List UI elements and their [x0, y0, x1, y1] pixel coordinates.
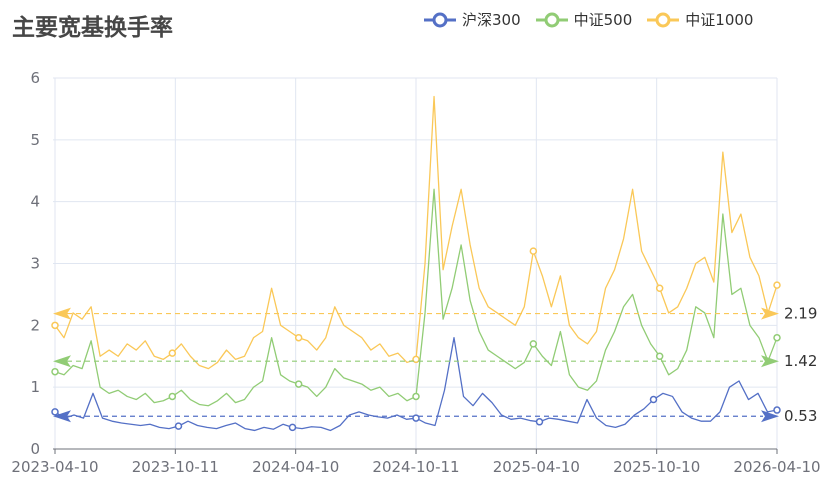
x-tick-label: 2024-10-11 — [372, 458, 459, 476]
legend-label: 中证1000 — [685, 11, 754, 29]
data-point-marker[interactable] — [655, 284, 664, 292]
legend-label: 中证500 — [573, 11, 633, 29]
legend: 沪深300 中证500 中证1000 — [423, 9, 767, 30]
mean-markers: 0.53 1.42 2.19 — [53, 305, 817, 425]
legend-swatch-circle — [544, 12, 560, 27]
y-tick-label: 1 — [30, 378, 40, 396]
mean-line-end-arrow-icon — [761, 410, 779, 423]
grid-lines — [53, 77, 778, 449]
data-point-marker[interactable] — [168, 392, 177, 401]
x-tick-label: 2026-04-10 — [733, 458, 820, 476]
x-tick-label: 2023-10-11 — [132, 458, 219, 476]
y-tick-label: 4 — [30, 193, 40, 211]
chart-title: 主要宽基换手率 — [12, 15, 173, 41]
legend-swatch-circle — [432, 12, 448, 27]
y-tick-label: 3 — [30, 255, 40, 273]
legend-label: 沪深300 — [462, 11, 521, 29]
data-point-marker[interactable] — [174, 422, 183, 430]
legend-line-circle-icon — [647, 12, 680, 27]
y-tick-label: 5 — [30, 131, 40, 149]
data-point-marker[interactable] — [51, 321, 59, 330]
data-point-marker[interactable] — [773, 281, 781, 289]
mean-line-label: 2.19 — [784, 305, 817, 323]
data-point-marker[interactable] — [773, 333, 781, 342]
x-tick-label: 2024-04-10 — [252, 458, 339, 476]
legend-item-csi1000[interactable]: 中证1000 — [646, 9, 753, 30]
mean-line-start-arrow-icon — [53, 307, 71, 320]
legend-line-circle-icon — [424, 12, 456, 27]
legend-line-circle-icon — [535, 12, 568, 27]
x-tick-label: 2025-10-10 — [613, 458, 700, 476]
series-lines — [51, 95, 781, 432]
legend-item-csi500[interactable]: 中证500 — [535, 9, 633, 30]
mean-line-label: 0.53 — [784, 407, 817, 425]
data-point-marker[interactable] — [412, 355, 420, 364]
mean-line-end-arrow-icon — [761, 307, 779, 320]
mean-line-start-arrow-icon — [53, 410, 71, 423]
data-point-marker[interactable] — [529, 247, 538, 255]
y-tick-label: 2 — [30, 316, 40, 334]
data-point-marker[interactable] — [168, 349, 177, 357]
data-point-marker[interactable] — [412, 414, 420, 422]
data-point-marker[interactable] — [535, 418, 544, 426]
data-point-marker[interactable] — [773, 406, 781, 414]
data-point-marker[interactable] — [288, 423, 297, 432]
legend-item-hs300[interactable]: 沪深300 — [423, 9, 521, 30]
mean-line-end-arrow-icon — [761, 355, 779, 368]
data-point-marker[interactable] — [649, 395, 658, 404]
y-tick-label: 6 — [30, 69, 40, 87]
data-point-marker[interactable] — [655, 352, 664, 360]
legend-swatch-circle — [655, 12, 671, 27]
data-point-marker[interactable] — [412, 392, 420, 401]
mean-line-label: 1.42 — [784, 352, 817, 370]
data-point-marker[interactable] — [529, 340, 538, 348]
x-axis: 2023-04-10 2023-10-11 2024-04-10 2024-10-11… — [11, 448, 821, 476]
mean-line-start-arrow-icon — [53, 355, 71, 368]
data-point-marker[interactable] — [294, 380, 303, 388]
data-point-marker[interactable] — [51, 367, 59, 376]
data-point-marker[interactable] — [294, 333, 303, 342]
y-tick-label: 0 — [30, 440, 40, 458]
x-tick-label: 2023-04-10 — [11, 458, 98, 476]
y-axis: 0 1 2 3 4 5 6 — [30, 69, 40, 458]
x-tick-label: 2025-04-10 — [493, 458, 580, 476]
data-point-marker[interactable] — [51, 408, 59, 416]
